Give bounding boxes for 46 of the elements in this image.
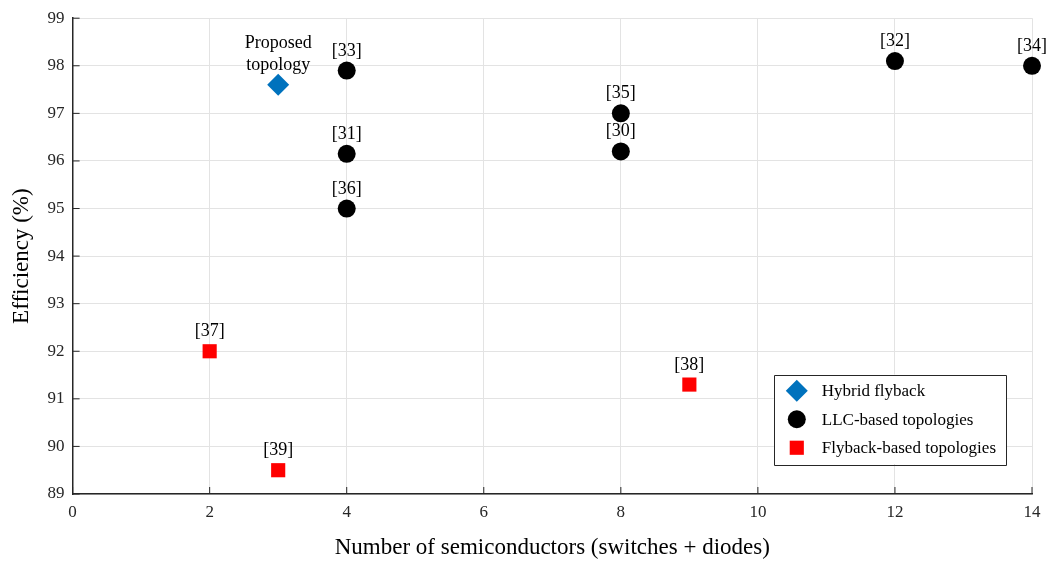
x-tick-label: 4 xyxy=(342,501,352,521)
point xyxy=(611,104,630,123)
y-tick-label: 99 xyxy=(47,7,65,27)
annotation: [36] xyxy=(331,177,362,198)
y-tick-label: 94 xyxy=(47,245,66,265)
legend-label: Flyback-based topologies xyxy=(821,438,996,458)
point xyxy=(267,73,290,96)
y-tick-label: 89 xyxy=(47,483,65,503)
x-tick-label: 6 xyxy=(479,501,489,521)
annotation: [34] xyxy=(1017,34,1047,55)
x-tick-label: 0 xyxy=(68,501,77,521)
point xyxy=(337,199,356,218)
annotation: [39] xyxy=(263,439,294,460)
y-tick-label: 92 xyxy=(47,340,65,360)
x-tick-label: 8 xyxy=(616,501,626,521)
point xyxy=(1023,56,1041,75)
point xyxy=(337,144,356,163)
point xyxy=(271,463,286,478)
point xyxy=(202,344,217,359)
point xyxy=(337,61,356,80)
x-axis-title: Number of semiconductors (switches + diodes) xyxy=(334,534,770,560)
point xyxy=(682,377,697,392)
point xyxy=(611,142,630,161)
annotation: [37] xyxy=(194,320,225,341)
annotation: [32] xyxy=(879,30,910,51)
x-tick-label: 14 xyxy=(1023,501,1041,521)
annotation: [38] xyxy=(674,353,705,374)
point xyxy=(885,52,904,71)
x-tick-label: 2 xyxy=(205,501,214,521)
y-tick-label: 97 xyxy=(47,102,66,122)
y-tick-label: 90 xyxy=(47,435,65,455)
annotation: [35] xyxy=(605,82,636,103)
y-tick-label: 91 xyxy=(47,388,65,408)
y-axis-title: Efficiency (%) xyxy=(7,188,33,324)
y-tick-label: 95 xyxy=(47,197,65,217)
legend-label: LLC-based topologies xyxy=(821,409,974,429)
x-tick-label: 12 xyxy=(886,501,904,521)
legend-label: Hybrid flyback xyxy=(821,381,926,401)
annotation: Proposed topology xyxy=(244,31,312,74)
annotation: [31] xyxy=(331,122,362,143)
annotation: [30] xyxy=(605,120,636,141)
y-tick-label: 98 xyxy=(47,55,65,75)
y-tick-label: 96 xyxy=(47,150,65,170)
annotation: [33] xyxy=(331,39,362,60)
x-tick-label: 10 xyxy=(749,501,767,521)
y-tick-label: 93 xyxy=(47,293,65,313)
